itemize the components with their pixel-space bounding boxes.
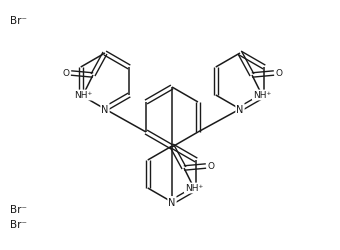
Text: N: N [168, 197, 176, 207]
Text: N: N [101, 104, 109, 115]
Text: NH⁺: NH⁺ [185, 184, 203, 193]
Text: NH⁺: NH⁺ [253, 91, 271, 100]
Text: O: O [207, 162, 215, 171]
Text: N: N [236, 104, 244, 115]
Text: O: O [63, 69, 69, 78]
Text: O: O [275, 69, 283, 78]
Text: NH⁺: NH⁺ [74, 91, 92, 100]
Text: Br⁻: Br⁻ [10, 219, 27, 229]
Text: Br⁻: Br⁻ [10, 16, 27, 26]
Text: Br⁻: Br⁻ [10, 204, 27, 214]
